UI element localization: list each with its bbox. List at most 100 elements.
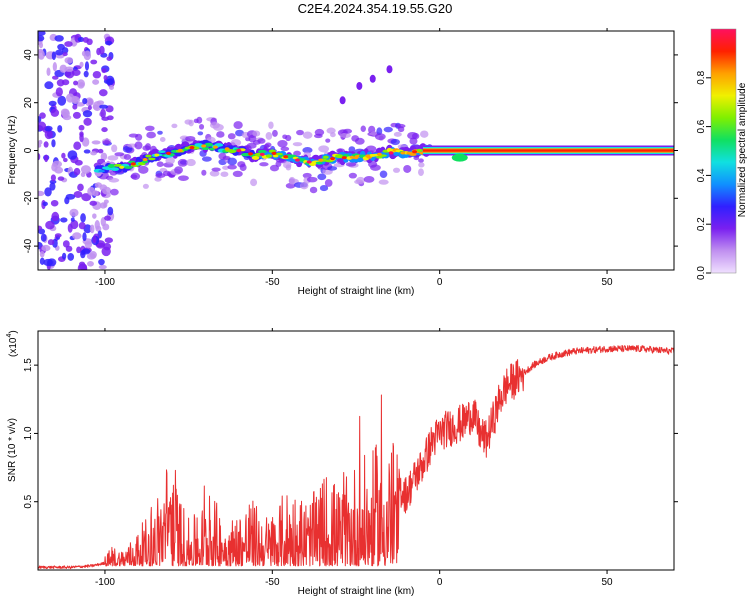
heatmap-ridge-blob (148, 157, 156, 161)
heatmap-noise-blob (82, 98, 88, 105)
heatmap-halo-blob (250, 178, 258, 187)
heatmap-noise-blob (52, 160, 62, 168)
heatmap-noise-blob (84, 97, 94, 107)
heatmap-noise-blob (83, 50, 92, 61)
heatmap-noise-blob (55, 49, 64, 56)
snr-multiplier-close: ) (8, 330, 19, 333)
heatmap-halo-blob (378, 179, 389, 185)
heatmap-noise-blob (83, 70, 89, 78)
heatmap-noise-blob (91, 140, 101, 145)
heatmap-halo-blob (418, 162, 425, 168)
heatmap-noise-blob (94, 182, 102, 188)
heatmap-noise-blob (38, 116, 42, 123)
heatmap-noise-blob (102, 223, 110, 231)
heatmap-halo-blob (340, 132, 351, 138)
snr-multiplier-base: (x10 (8, 337, 19, 357)
heatmap-halo-blob (325, 138, 331, 143)
heatmap-halo-blob (220, 171, 229, 177)
heatmap-noise-blob (43, 141, 49, 148)
heatmap-halo-blob (156, 161, 164, 167)
heatmap-noise-blob (62, 114, 72, 121)
snr-multiplier-exponent: 4 (6, 334, 13, 338)
heatmap-noise-blob (76, 246, 82, 254)
page-title: C2E4.2024.354.19.55.G20 (297, 1, 453, 16)
heatmap-noise-blob (94, 220, 100, 230)
heatmap-noise-blob (80, 213, 86, 223)
heatmap-halo-blob (374, 133, 386, 141)
heatmap-halo-blob (390, 138, 400, 146)
heatmap-noise-blob (101, 127, 108, 133)
heatmap-halo-blob (197, 131, 204, 136)
heatmap-halo-blob (360, 125, 366, 132)
heatmap-hotspot (353, 156, 359, 160)
heatmap-noise-blob (46, 67, 51, 77)
heatmap-halo-blob (288, 176, 296, 185)
heatmap-noise-blob (38, 35, 45, 42)
heatmap-ridge-blob (209, 147, 215, 151)
heatmap-halo-blob (154, 176, 162, 182)
heatmap-halo-blob (419, 130, 429, 138)
heatmap-halo-blob (102, 140, 111, 145)
heatmap-noise-blob (73, 141, 82, 151)
heatmap-noise-blob (70, 217, 75, 222)
heatmap-halo-blob (302, 131, 313, 139)
heatmap-halo-blob (418, 158, 424, 163)
heatmap-x-ticks: -100 -50 0 50 (95, 28, 613, 288)
heatmap-noise-blob (82, 37, 89, 43)
heatmap-noise-blob (54, 233, 62, 238)
heatmap-halo-blob (165, 156, 175, 165)
heatmap-noise-blob (62, 240, 70, 248)
heatmap-halo-blob (212, 123, 224, 131)
heatmap-noise-blob (61, 152, 66, 159)
heatmap-halo-blob (324, 179, 333, 187)
heatmap-noise-blob (60, 217, 68, 223)
heatmap-dip (451, 153, 468, 162)
heatmap-hotspot (224, 147, 230, 151)
heatmap-noise-blob (90, 59, 98, 65)
heatmap-noise-blob (107, 206, 114, 216)
snr-series-line (38, 344, 674, 570)
heatmap-noise-blob (84, 61, 90, 71)
heatmap-noise-blob (73, 167, 81, 176)
heatmap-halo-blob (159, 137, 166, 143)
heatmap-halo-blob (296, 129, 304, 136)
heatmap-halo-blob (259, 162, 269, 167)
heatmap-noise-blob (72, 104, 78, 110)
heatmap-noise-blob (78, 222, 86, 230)
heatmap-ridge-blob (265, 154, 273, 158)
heatmap-noise-blob (49, 182, 56, 191)
heatmap-noise-blob (38, 121, 47, 131)
heatmap-halo-blob (330, 132, 336, 138)
snr-frame (37, 330, 675, 571)
heatmap-hotspot (154, 153, 160, 157)
heatmap-halo-blob (302, 147, 313, 154)
heatmap-noise-blob (98, 104, 109, 109)
colorbar-tick-label: 0.0 (696, 266, 707, 280)
snr-plot-area (38, 331, 674, 570)
heatmap-noise-blob (67, 223, 73, 233)
heatmap-secondary-blob (339, 96, 346, 105)
snr-x-tick-label: 0 (437, 577, 443, 588)
heatmap-halo-blob (186, 158, 196, 167)
snr-y-tick-label: 1.5 (23, 358, 34, 372)
heatmap-noise-blob (105, 40, 113, 46)
heatmap-noise-blob (92, 235, 97, 244)
heatmap-halo-blob (314, 128, 325, 136)
heatmap-halo-blob (348, 172, 357, 179)
heatmap-x-tick-label: -50 (265, 277, 280, 288)
heatmap-noise-blob (104, 237, 113, 244)
heatmap-noise-blob (52, 61, 57, 72)
heatmap-hotspot (119, 165, 125, 169)
heatmap-noise-blob (69, 208, 79, 217)
heatmap-y-axis-label: Frequency (Hz) (7, 116, 18, 185)
heatmap-ridge-blob (107, 163, 116, 169)
heatmap-halo-blob (363, 176, 375, 183)
colorbar-tick-label: 0.4 (696, 168, 707, 182)
heatmap-x-tick-label: 0 (437, 277, 443, 288)
heatmap-noise-blob (45, 220, 55, 230)
heatmap-hotspot (365, 154, 371, 158)
heatmap-noise-blob (62, 52, 68, 57)
heatmap-halo-blob (227, 157, 237, 166)
heatmap-noise-blob (65, 245, 73, 252)
heatmap-noise-blob (78, 124, 85, 131)
